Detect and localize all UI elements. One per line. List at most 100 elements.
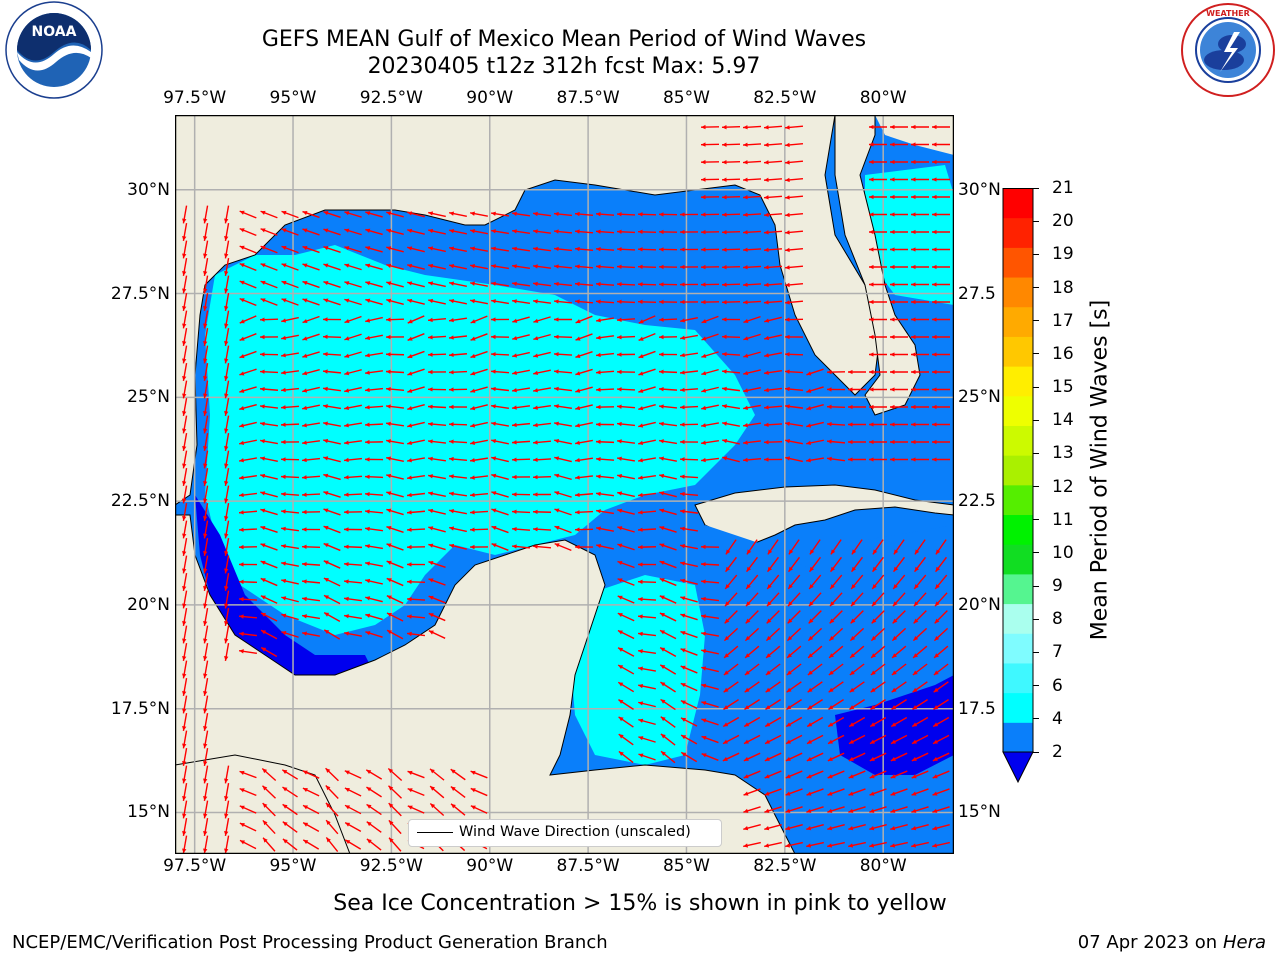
wind-arrow	[638, 350, 656, 359]
wind-arrow	[260, 228, 278, 236]
wind-arrow	[764, 316, 782, 323]
wind-arrow	[743, 806, 761, 813]
wind-arrow	[260, 491, 278, 498]
wind-arrow	[490, 352, 510, 357]
wind-arrow	[366, 821, 382, 833]
wind-arrow	[913, 574, 927, 590]
wind-arrow	[386, 281, 404, 288]
lon-tick-bottom: 87.5°W	[556, 856, 620, 876]
wind-arrow	[724, 574, 738, 590]
wind-arrow	[427, 352, 447, 357]
wind-arrow	[532, 281, 552, 287]
wind-arrow	[182, 748, 188, 766]
wind-arrow	[449, 543, 467, 550]
wind-arrow	[890, 229, 908, 235]
wind-arrow	[596, 526, 614, 532]
wind-arrow	[595, 491, 615, 497]
wind-arrow	[224, 310, 230, 329]
wind-arrow	[344, 228, 362, 236]
wind-arrow	[658, 299, 678, 305]
wind-arrow	[911, 752, 929, 762]
wind-arrow	[890, 734, 908, 745]
wind-arrow	[282, 838, 298, 851]
wind-arrow	[365, 263, 383, 271]
wind-arrow	[490, 334, 510, 340]
wind-arrow	[785, 824, 803, 831]
wind-arrow	[554, 508, 572, 516]
wind-arrow	[617, 578, 635, 586]
wind-arrow	[325, 837, 339, 852]
wind-arrow	[701, 666, 719, 673]
wind-arrow	[182, 818, 188, 836]
wind-arrow	[182, 765, 188, 784]
colorbar-tick: 17	[1052, 310, 1074, 331]
wind-arrow	[890, 299, 908, 305]
wind-arrow	[553, 229, 573, 234]
wind-arrow	[323, 211, 341, 218]
wind-arrow	[364, 387, 384, 393]
wind-arrow	[763, 265, 783, 270]
wind-arrow	[343, 544, 363, 549]
wind-arrow	[743, 716, 761, 728]
wind-arrow	[637, 614, 657, 619]
wind-arrow	[848, 716, 866, 728]
colorbar-segment	[1003, 277, 1033, 308]
wind-arrow	[260, 245, 278, 254]
wind-arrow	[723, 681, 739, 693]
wind-arrow	[239, 210, 257, 219]
wind-arrow	[766, 592, 780, 607]
wind-arrow	[617, 560, 635, 569]
wind-arrow	[742, 142, 762, 147]
wind-arrow	[595, 264, 615, 269]
wind-arrow	[281, 228, 299, 236]
wind-arrow	[806, 788, 824, 796]
wind-arrow	[344, 631, 362, 637]
wind-arrow	[890, 124, 908, 130]
lon-tick-top: 87.5°W	[556, 88, 620, 108]
wind-arrow	[890, 439, 908, 445]
wind-arrow	[365, 544, 383, 550]
wind-arrow	[238, 649, 258, 655]
wind-arrow	[224, 783, 230, 801]
colorbar-segment	[1003, 395, 1033, 426]
wind-arrow	[932, 734, 950, 745]
wind-arrow	[784, 142, 804, 148]
wind-arrow	[302, 315, 320, 324]
wind-arrow	[428, 595, 446, 604]
wind-arrow	[407, 368, 425, 376]
wind-arrow	[721, 352, 741, 357]
wind-arrow	[322, 386, 342, 392]
wind-arrow	[637, 510, 657, 515]
lon-tick-bottom: 82.5°W	[753, 856, 817, 876]
wind-arrow	[892, 592, 906, 607]
wind-arrow	[911, 841, 929, 848]
lat-tick-left: 15°N	[127, 802, 170, 823]
wind-arrow	[913, 592, 927, 607]
wind-arrow	[553, 211, 573, 217]
wind-arrow	[182, 678, 188, 696]
wind-arrow	[470, 211, 488, 217]
wind-arrow	[806, 439, 824, 446]
wind-arrow	[765, 699, 781, 710]
wind-arrow	[239, 297, 257, 307]
wind-arrow	[850, 574, 864, 590]
wind-arrow	[554, 525, 572, 534]
wind-arrow	[742, 230, 762, 235]
wind-arrow	[723, 699, 739, 710]
wind-arrow	[722, 438, 740, 445]
wind-arrow	[848, 770, 866, 779]
wind-arrow	[224, 450, 230, 469]
wind-arrow	[700, 282, 720, 287]
wind-arrow	[261, 785, 277, 799]
wind-arrow	[680, 648, 698, 656]
wind-arrow	[511, 281, 531, 287]
legend-line-icon	[417, 832, 453, 833]
wind-arrow	[281, 210, 299, 219]
wind-arrow	[725, 556, 737, 573]
wind-arrow	[448, 335, 468, 340]
wind-arrow	[765, 645, 781, 659]
wind-arrow	[724, 592, 738, 607]
wind-arrow	[554, 491, 572, 498]
wind-arrow	[914, 539, 926, 555]
wind-arrow	[848, 369, 866, 375]
